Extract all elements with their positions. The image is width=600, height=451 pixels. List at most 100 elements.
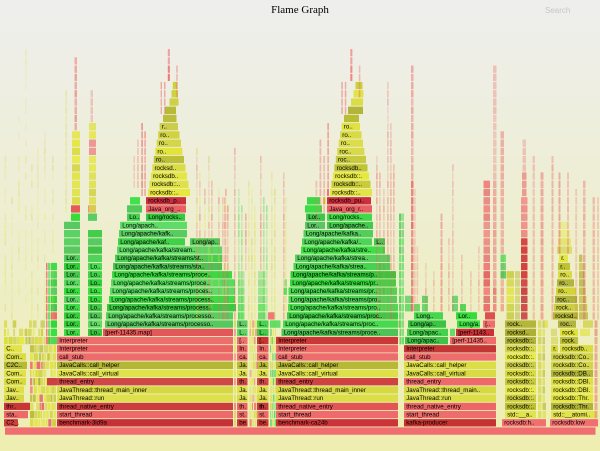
svg-text:std::__atomi..: std::__atomi.. xyxy=(553,412,590,419)
svg-text:thr..: thr.. xyxy=(6,403,17,410)
svg-text:rocksdb::..: rocksdb::.. xyxy=(150,189,179,196)
svg-text:rocksdb::.: rocksdb::. xyxy=(507,362,534,369)
svg-text:rock.: rock. xyxy=(562,329,576,336)
svg-text:thread_entry: thread_entry xyxy=(59,379,95,386)
svg-text:Lor..: Lor.. xyxy=(66,296,78,303)
svg-text:ro..: ro.. xyxy=(159,140,168,147)
svg-text:Lo..: Lo.. xyxy=(90,305,101,312)
svg-text:Interpreter: Interpreter xyxy=(278,338,307,345)
svg-text:rocksdb..: rocksdb.. xyxy=(153,173,178,180)
svg-text:rocksdb::.: rocksdb::. xyxy=(507,403,534,410)
svg-text:thread_entry: thread_entry xyxy=(406,379,442,386)
svg-text:Lo..: Lo.. xyxy=(129,214,140,221)
svg-text:Long/apache/kafka/stream..: Long/apache/kafka/stream.. xyxy=(119,247,196,254)
svg-text:Lor..: Lor.. xyxy=(66,305,78,312)
svg-text:Interpreter: Interpreter xyxy=(59,338,88,345)
svg-text:rocksdb::Thr.: rocksdb::Thr. xyxy=(553,395,589,402)
svg-text:rocksdb::.: rocksdb::. xyxy=(335,173,362,180)
svg-text:rocksdb::.: rocksdb::. xyxy=(507,379,534,386)
svg-text:JavaCalls::call_virtual: JavaCalls::call_virtual xyxy=(406,370,466,377)
svg-text:JavaThread::thread_main_inner: JavaThread::thread_main_inner xyxy=(278,387,366,394)
svg-text:Ja.: Ja. xyxy=(259,387,268,394)
svg-text:Lo..: Lo.. xyxy=(90,280,101,287)
svg-text:roc..: roc.. xyxy=(560,321,572,328)
svg-text:C..: C.. xyxy=(6,346,14,353)
svg-text:r.: r. xyxy=(553,346,557,353)
svg-text:st.: st. xyxy=(239,412,246,419)
svg-text:rocksdb::.: rocksdb::. xyxy=(507,370,534,377)
svg-text:rocksdb::DBI.: rocksdb::DBI. xyxy=(553,379,590,386)
svg-text:ro..: ro.. xyxy=(344,124,353,131)
svg-text:rocksdb::Thr.: rocksdb::Thr. xyxy=(553,403,589,410)
svg-text:Lo..: Lo.. xyxy=(90,288,101,295)
svg-text:Long/apache/kafka/streams/sta.: Long/apache/kafka/streams/sta.. xyxy=(115,264,205,271)
svg-text:rocksdb::..: rocksdb::.. xyxy=(334,181,363,188)
svg-text:Ja.: Ja. xyxy=(259,362,268,369)
svg-text:[..: [.. xyxy=(485,321,490,328)
svg-text:Ja.: Ja. xyxy=(239,395,248,402)
svg-text:Long/apache/kafka/streams/p..: Long/apache/kafka/streams/p.. xyxy=(293,272,378,279)
svg-text:Long/apache/kafka/strea..: Long/apache/kafka/strea.. xyxy=(296,264,367,271)
svg-text:In.: In. xyxy=(259,346,266,353)
svg-text:Long/apache/kafk..: Long/apache/kafk.. xyxy=(121,231,174,238)
svg-text:rocksdb::DB..: rocksdb::DB.. xyxy=(553,370,590,377)
svg-text:Ja.: Ja. xyxy=(239,362,248,369)
svg-text:JavaCalls::call_virtual: JavaCalls::call_virtual xyxy=(278,370,338,377)
svg-text:Ja.: Ja. xyxy=(239,387,248,394)
svg-text:rocksdb:h..: rocksdb:h.. xyxy=(504,420,535,427)
svg-text:r..: r.. xyxy=(560,264,565,271)
svg-text:Long/apache/kafka/streams/proc: Long/apache/kafka/streams/proce.. xyxy=(284,329,381,336)
svg-text:Long/apac..: Long/apac.. xyxy=(409,329,442,336)
svg-text:Flame Graph: Flame Graph xyxy=(271,4,329,16)
svg-text:be.: be. xyxy=(259,420,268,427)
svg-text:Lor..: Lor.. xyxy=(66,313,78,320)
svg-text:Long/apac..: Long/apac.. xyxy=(407,338,440,345)
svg-text:ro..: ro.. xyxy=(559,280,568,287)
svg-text:Lor..: Lor.. xyxy=(307,222,319,229)
svg-text:JavaThread::thread_main..: JavaThread::thread_main.. xyxy=(406,387,480,394)
svg-text:thread_native_entry: thread_native_entry xyxy=(59,403,115,410)
svg-text:JavaThread::run: JavaThread::run xyxy=(59,395,105,402)
svg-text:rocksdb_p..: rocksdb_p.. xyxy=(148,198,180,205)
svg-text:Lor..: Lor.. xyxy=(66,288,78,295)
svg-text:th.: th. xyxy=(259,403,266,410)
svg-text:JavaCalls::call_virtual: JavaCalls::call_virtual xyxy=(59,370,118,377)
svg-text:ro..: ro.. xyxy=(341,140,350,147)
svg-text:benchmark-3ld9a: benchmark-3ld9a xyxy=(59,420,107,427)
svg-text:Long/apache/kaf..: Long/apache/kaf.. xyxy=(120,239,169,246)
svg-text:rocksdb::..: rocksdb::.. xyxy=(332,189,361,196)
svg-text:Lo..: Lo.. xyxy=(90,321,101,328)
svg-text:rocksdb..: rocksdb.. xyxy=(562,346,587,353)
svg-text:rocksdb::.: rocksdb::. xyxy=(507,354,534,361)
svg-text:benchmark-ca24b: benchmark-ca24b xyxy=(278,420,328,427)
svg-text:Search: Search xyxy=(545,6,570,15)
svg-text:Long/apache/kafka/streams/proc: Long/apache/kafka/streams/processo.. xyxy=(108,313,215,320)
svg-text:call_stub: call_stub xyxy=(59,354,84,361)
svg-text:Long/apache/kafka/streams/pr..: Long/apache/kafka/streams/pr.. xyxy=(291,288,378,295)
svg-text:Long/ap..: Long/ap.. xyxy=(192,239,218,246)
svg-text:r.: r. xyxy=(561,255,565,262)
svg-text:Long/apach..: Long/apach.. xyxy=(122,222,158,229)
svg-text:L..: L.. xyxy=(239,329,246,336)
svg-text:thread_native_entry: thread_native_entry xyxy=(278,403,334,410)
svg-text:Long/apache/kafka/streams/pr..: Long/apache/kafka/streams/pr.. xyxy=(292,280,379,287)
svg-text:JavaThread::run: JavaThread::run xyxy=(278,395,324,402)
svg-text:ca.: ca. xyxy=(239,354,248,361)
svg-text:Long/apache/kafka/streams/proc: Long/apache/kafka/streams/proce.. xyxy=(113,280,210,287)
svg-text:Lor..: Lor.. xyxy=(308,214,320,221)
svg-text:Lo..: Lo.. xyxy=(90,313,101,320)
svg-text:rocksdb_pu..: rocksdb_pu.. xyxy=(329,198,365,205)
svg-text:Lo..: Lo.. xyxy=(90,296,101,303)
svg-text:Jav..: Jav.. xyxy=(6,387,19,394)
svg-text:rocksdb::..: rocksdb::.. xyxy=(152,181,181,188)
svg-text:Long..: Long.. xyxy=(416,313,433,320)
svg-text:[..: [.. xyxy=(259,338,264,345)
svg-text:ro..: ro.. xyxy=(160,132,169,139)
svg-text:be.: be. xyxy=(239,420,248,427)
svg-text:rocksdb::.: rocksdb::. xyxy=(507,387,534,394)
svg-text:Long/rocks..: Long/rocks.. xyxy=(148,214,182,221)
svg-text:Lor..: Lor.. xyxy=(66,329,78,336)
svg-text:rocksdb::.: rocksdb::. xyxy=(507,338,534,345)
svg-text:rock..: rock.. xyxy=(507,321,522,328)
svg-text:L..: L.. xyxy=(239,321,246,328)
